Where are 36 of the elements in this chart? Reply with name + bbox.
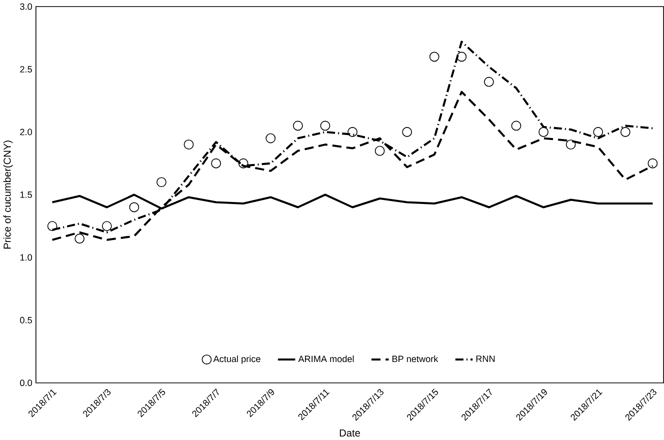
point	[566, 140, 576, 150]
y-axis-title: Price of cucumber(CNY)	[3, 140, 13, 249]
legend-label: ARIMA model	[298, 355, 354, 362]
legend-label: RNN	[476, 356, 495, 362]
point	[102, 221, 112, 232]
y-tick-label: 1.0	[20, 254, 32, 261]
legend-label: Actual price	[213, 355, 260, 364]
point	[74, 234, 85, 244]
y-tick-label: 1.5	[20, 192, 32, 198]
point	[511, 120, 522, 131]
y-tick-label: 0.5	[20, 316, 32, 324]
x-axis-title: Date	[340, 430, 360, 437]
point	[593, 127, 604, 137]
point	[238, 158, 248, 168]
point	[648, 158, 658, 168]
point	[156, 177, 166, 188]
y-tick-label: 2.0	[20, 128, 32, 136]
point	[47, 221, 58, 232]
point	[292, 120, 303, 131]
point	[456, 52, 467, 62]
point	[211, 158, 221, 168]
point	[348, 127, 358, 137]
y-tick-label: 3.0	[20, 3, 32, 10]
y-tick-label: 0.0	[20, 380, 32, 386]
point	[320, 120, 330, 131]
legend-label: BP network	[392, 355, 438, 362]
point	[429, 52, 440, 62]
point	[538, 127, 548, 137]
point	[374, 146, 385, 156]
point	[484, 76, 494, 87]
point	[402, 127, 412, 137]
point	[620, 127, 630, 137]
y-tick-label: 2.5	[20, 66, 32, 73]
point	[266, 133, 276, 144]
point	[184, 140, 194, 150]
point	[129, 202, 140, 212]
